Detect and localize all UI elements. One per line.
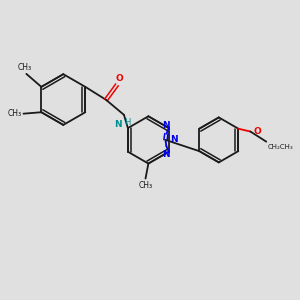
Text: N: N	[163, 121, 170, 130]
Text: N: N	[163, 150, 170, 159]
Text: CH₂CH₃: CH₂CH₃	[268, 144, 293, 150]
Text: CH₃: CH₃	[18, 63, 32, 72]
Text: CH₃: CH₃	[138, 181, 153, 190]
Text: O: O	[116, 74, 123, 83]
Text: CH₃: CH₃	[8, 109, 22, 118]
Text: N: N	[170, 135, 178, 144]
Text: H: H	[124, 118, 130, 127]
Text: O: O	[254, 127, 262, 136]
Text: N: N	[114, 120, 122, 129]
